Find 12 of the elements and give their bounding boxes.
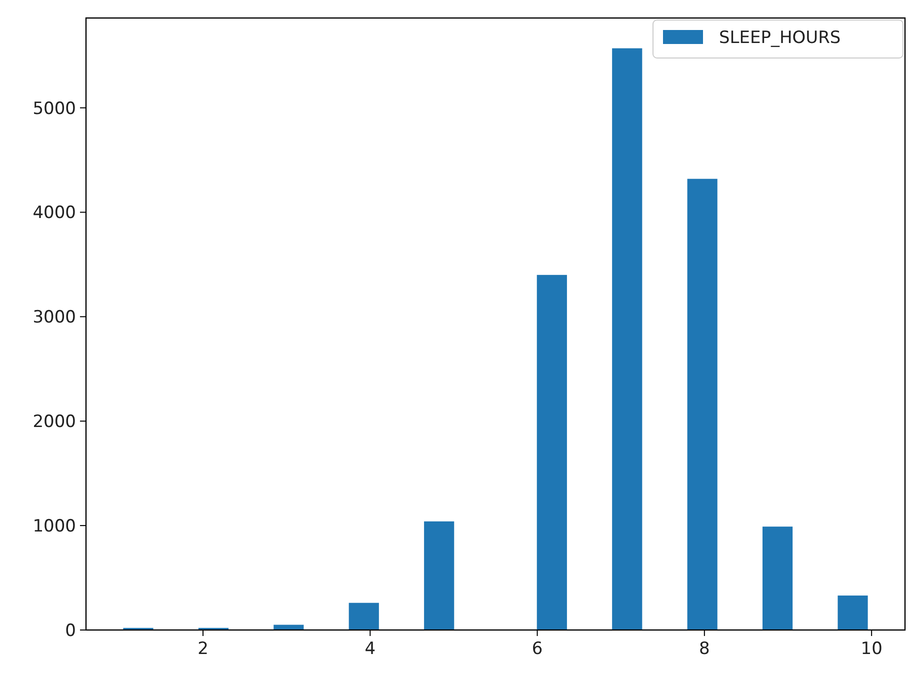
y-tick-label: 2000 xyxy=(32,412,76,432)
x-tick-label: 4 xyxy=(364,639,376,659)
y-tick-label: 1000 xyxy=(32,516,76,537)
x-tick-label: 8 xyxy=(699,639,710,659)
legend-label: SLEEP_HOURS xyxy=(719,28,841,48)
x-tick-label: 10 xyxy=(860,639,882,659)
y-tick-label: 5000 xyxy=(32,98,76,119)
y-tick-label: 0 xyxy=(65,620,76,641)
x-tick-label: 2 xyxy=(198,639,208,659)
y-tick-label: 3000 xyxy=(32,308,76,328)
y-tick-label: 4000 xyxy=(32,203,76,224)
x-tick-label: 6 xyxy=(532,639,543,659)
